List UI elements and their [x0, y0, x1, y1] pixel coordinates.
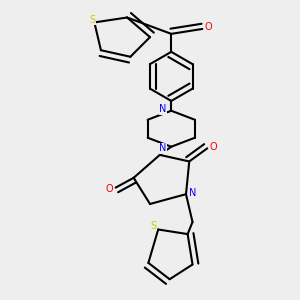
Text: N: N — [190, 188, 197, 197]
Text: S: S — [150, 220, 156, 231]
Text: N: N — [159, 104, 167, 114]
Text: N: N — [159, 143, 167, 153]
Text: O: O — [209, 142, 217, 152]
Text: S: S — [90, 15, 96, 25]
Text: O: O — [204, 22, 212, 32]
Text: O: O — [106, 184, 114, 194]
